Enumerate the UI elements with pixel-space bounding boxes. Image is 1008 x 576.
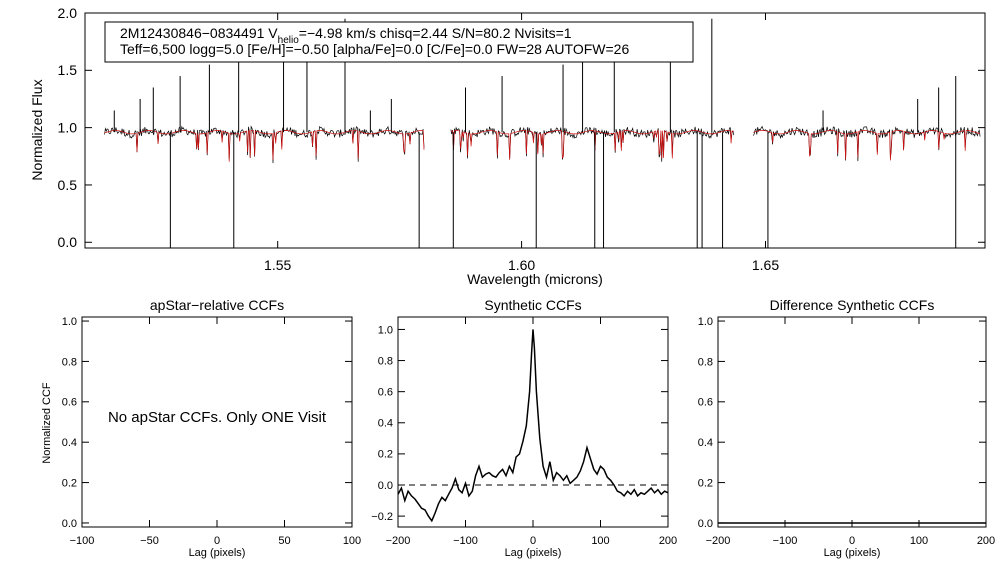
synthetic-ytick-label: 0.2 [378,449,393,461]
spectrum-xtick-label: 1.55 [264,257,291,273]
difference-ticks: −200 −100 0 100 200 0.0 0.2 0.4 0.6 0.8 1.0 [698,316,995,547]
difference-ytick-label: 1.0 [698,316,713,328]
spectrum-observed-line [104,125,981,164]
difference-ytick-label: 0.2 [698,477,713,489]
apstar-ytick-label: 0.8 [62,356,77,368]
synthetic-xtick-label: 100 [591,535,609,547]
difference-ytick-label: 0.8 [698,356,713,368]
info-line-1b: =−4.98 km/s chisq=2.44 S/N=80.2 Nvisits=… [299,25,572,41]
apstar-ytick-label: 0.0 [62,518,77,530]
synthetic-ccf-panel: −200 −100 0 100 200 −0.2 0.0 0.2 0.4 0.6 0.8 1.0 Sy… [371,297,677,559]
apstar-ytick-label: 0.4 [62,437,77,449]
difference-ytick-label: 0.0 [698,518,713,530]
spectrum-ticks: 1.55 1.60 1.65 0.0 0.5 1.0 1.5 2.0 [58,5,985,273]
apstar-xtick-label: 100 [343,535,361,547]
apstar-ytick-label: 0.6 [62,397,77,409]
synthetic-ytick-label: 1.0 [378,324,393,336]
apstar-ccf-panel: −100 −50 0 50 100 0.0 0.2 0.4 0.6 0.8 1.0 apStar−r… [41,297,361,559]
apstar-xtick-label: −100 [70,535,95,547]
difference-xlabel: Lag (pixels) [824,547,881,559]
difference-title: Difference Synthetic CCFs [770,297,935,313]
synthetic-ytick-label: −0.2 [371,511,393,523]
spectrum-panel: 1.55 1.60 1.65 0.0 0.5 1.0 1.5 2.0 Wavelength (… [29,5,986,287]
difference-xtick-label: 100 [910,535,928,547]
spectrum-model-line [104,130,981,162]
spectrum-ylabel: Normalized Flux [29,79,45,180]
synthetic-xtick-label: −200 [386,535,411,547]
apstar-xtick-label: 50 [278,535,290,547]
info-box-frame [104,21,694,63]
difference-xtick-label: 200 [977,535,995,547]
apstar-xtick-label: −50 [140,535,159,547]
synthetic-xtick-label: −100 [453,535,478,547]
spectrum-ytick-label: 1.0 [58,120,78,136]
spectrum-ytick-label: 2.0 [58,5,78,21]
info-line-1a: 2M12430846−0834491 V [120,25,278,41]
difference-ccf-panel: −200 −100 0 100 200 0.0 0.2 0.4 0.6 0.8 1.0 Differ… [698,297,995,559]
difference-ytick-label: 0.4 [698,437,713,449]
apstar-annotation: No apStar CCFs. Only ONE Visit [108,409,327,426]
apstar-ticks: −100 −50 0 50 100 0.0 0.2 0.4 0.6 0.8 1.0 [62,316,361,547]
apstar-ytick-label: 1.0 [62,316,77,328]
synthetic-ticks: −200 −100 0 100 200 −0.2 0.0 0.2 0.4 0.6 0.8 1.0 [371,317,677,547]
synthetic-plot-area [397,329,669,523]
spectrum-ytick-label: 1.5 [58,62,78,78]
spectrum-ytick-label: 0.0 [58,234,78,250]
info-subscript: helio [278,35,300,46]
difference-xtick-label: −100 [773,535,798,547]
spectrum-xtick-label: 1.60 [508,257,535,273]
synthetic-xtick-label: 200 [659,535,677,547]
apstar-ytick-label: 0.2 [62,477,77,489]
difference-xtick-label: −200 [706,535,731,547]
difference-xtick-label: 0 [849,535,855,547]
info-box: 2M12430846−0834491 Vhelio=−4.98 km/s chi… [104,21,694,63]
synthetic-xlabel: Lag (pixels) [505,547,562,559]
apstar-xtick-label: 0 [214,535,220,547]
synthetic-ytick-label: 0.6 [378,387,393,399]
synthetic-frame [397,316,669,528]
synthetic-ytick-label: 0.8 [378,355,393,367]
spectrum-ytick-label: 0.5 [58,177,78,193]
spectrum-plot-area [104,18,981,248]
synthetic-ytick-label: 0.4 [378,418,393,430]
difference-frame [717,316,987,528]
spectrum-frame [84,12,986,249]
spectrum-xtick-label: 1.65 [752,257,779,273]
synthetic-ccf-line [397,329,669,523]
synthetic-ytick-label: 0.0 [378,480,393,492]
apstar-title: apStar−relative CCFs [150,297,284,313]
info-line-1: 2M12430846−0834491 Vhelio=−4.98 km/s chi… [120,25,572,46]
info-line-2: Teff=6,500 logg=5.0 [Fe/H]=−0.50 [alpha/… [120,41,629,57]
difference-ytick-label: 0.6 [698,397,713,409]
spectrum-xlabel: Wavelength (microns) [467,271,603,287]
synthetic-xtick-label: 0 [530,535,536,547]
apstar-ylabel: Normalized CCF [41,382,53,464]
synthetic-title: Synthetic CCFs [484,297,581,313]
apstar-xlabel: Lag (pixels) [189,547,246,559]
